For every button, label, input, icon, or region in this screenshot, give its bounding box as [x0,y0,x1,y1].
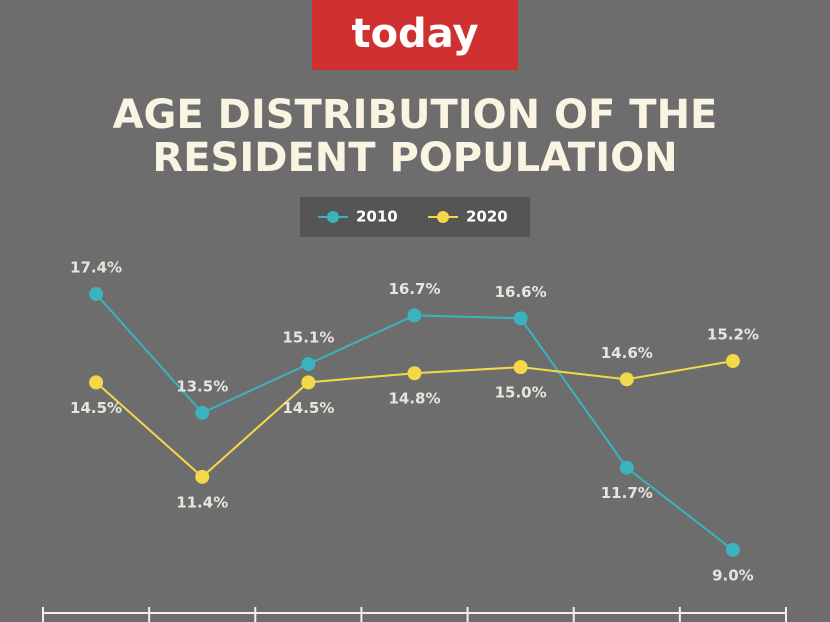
point [725,354,740,369]
point [301,375,316,390]
legend-marker [437,211,449,223]
data-label: 16.6% [495,283,547,301]
chart-title: RESIDENT POPULATION [152,135,677,181]
brand-box [312,0,518,70]
data-label: 15.0% [495,384,547,402]
data-label: 14.6% [601,344,653,362]
point [513,311,528,326]
data-label: 14.8% [388,390,440,408]
legend-label: 2010 [356,208,398,226]
data-label: 11.7% [601,484,653,502]
point [89,375,104,390]
point [619,372,634,387]
point [407,308,422,323]
legend-marker [327,211,339,223]
point [513,360,528,375]
data-label: 13.5% [176,377,228,395]
data-label: 14.5% [70,399,122,417]
data-label: 14.5% [282,399,334,417]
point [195,469,210,484]
data-label: 17.4% [70,259,122,277]
data-label: 15.2% [707,326,759,344]
brand: today [351,11,478,57]
point [89,287,104,301]
chart-title: AGE DISTRIBUTION OF THE [113,92,718,138]
data-label: 9.0% [712,567,754,585]
legend-label: 2020 [466,208,508,226]
data-label: 16.7% [388,280,440,298]
point [301,357,316,372]
point [407,366,422,381]
data-label: 11.4% [176,493,228,511]
point [195,405,210,420]
data-label: 15.1% [282,329,334,347]
series-line [95,293,734,551]
point [725,543,740,557]
point [619,460,634,475]
